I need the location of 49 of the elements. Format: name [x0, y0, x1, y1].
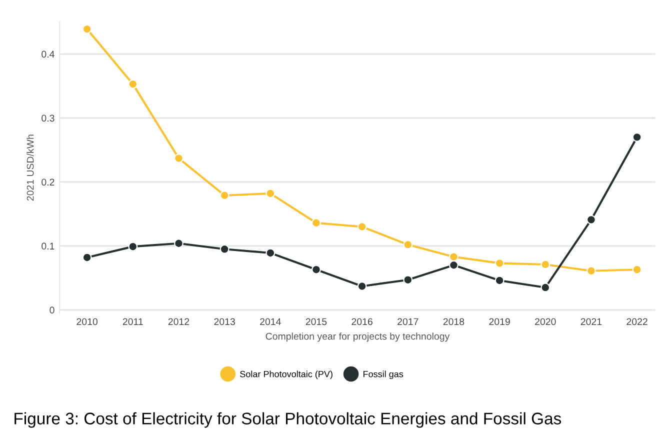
point — [128, 79, 138, 89]
x-tick-label: 2022 — [626, 318, 648, 326]
legend-label: Fossil gas — [364, 370, 404, 380]
point — [586, 214, 596, 224]
point — [82, 252, 92, 262]
x-tick-label: 2019 — [489, 318, 510, 326]
point — [494, 258, 504, 268]
point — [449, 260, 458, 270]
x-tick-label: 2012 — [168, 318, 190, 326]
y-tick-label: 0.1 — [42, 242, 54, 250]
y-tick-label: 0.4 — [42, 50, 54, 58]
point — [266, 188, 276, 198]
point — [540, 282, 550, 292]
x-tick-label: 2016 — [352, 318, 372, 326]
point — [632, 264, 642, 274]
x-tick-label: 2017 — [398, 318, 418, 326]
point — [128, 242, 138, 252]
point — [586, 266, 596, 276]
y-tick-label: 0.2 — [42, 178, 54, 186]
point — [540, 260, 550, 270]
caption: Figure 3: Cost of Electricity for Solar Photovoltaic Energies and Fossil Gas — [14, 412, 562, 428]
point — [403, 240, 413, 250]
point — [449, 252, 458, 262]
point — [174, 238, 184, 248]
x-tick-label: 2014 — [260, 318, 281, 326]
legend-label: Solar Photovoltaic (PV) — [240, 370, 332, 380]
y-tick-label: 0 — [50, 306, 54, 314]
point — [632, 132, 642, 142]
point — [357, 282, 367, 291]
y-axis-title: 2021 USD/kWh — [26, 134, 34, 201]
x-tick-label: 2013 — [214, 318, 235, 326]
point — [357, 222, 367, 232]
point — [174, 154, 184, 164]
point — [312, 264, 321, 274]
x-tick-label: 2020 — [535, 318, 556, 326]
x-tick-label: 2018 — [443, 318, 464, 326]
point — [220, 190, 230, 200]
point — [312, 218, 321, 228]
point — [266, 248, 276, 258]
x-tick-label: 2015 — [306, 318, 327, 326]
y-tick-label: 0.3 — [42, 114, 54, 122]
x-tick-label: 2010 — [76, 318, 98, 326]
point — [220, 244, 230, 254]
point — [494, 276, 504, 286]
point — [82, 24, 92, 34]
point — [403, 275, 413, 285]
x-axis-title: Completion year for projects by technology — [266, 332, 450, 342]
x-tick-label: 2011 — [122, 318, 143, 326]
x-tick-label: 2021 — [580, 318, 602, 326]
